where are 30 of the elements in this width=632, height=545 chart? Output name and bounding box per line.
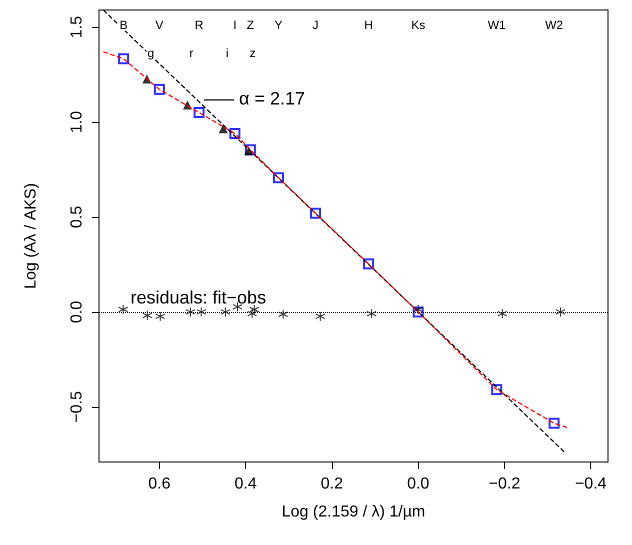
annotation: V [155, 18, 164, 32]
annotation: W1 [488, 18, 506, 32]
annotation: Ks [411, 18, 426, 32]
annotation: W2 [545, 18, 564, 32]
annotation: g [148, 46, 154, 60]
annotation: residuals: fit−obs [130, 287, 266, 308]
x-tick-label: 0.4 [234, 476, 257, 492]
x-tick-label: 0.0 [407, 476, 430, 492]
x-tick-label: −0.4 [574, 476, 607, 492]
annotation: r [189, 46, 194, 60]
y-tick-label: −0.5 [68, 391, 86, 423]
annotation: ––– α = 2.17 [204, 88, 305, 109]
annotation: B [120, 18, 128, 32]
annotation: H [364, 18, 373, 32]
y-tick-label: 1.0 [68, 110, 86, 134]
x-tick-label: −0.2 [488, 476, 520, 492]
annotation: z [250, 46, 256, 60]
annotation: J [312, 18, 319, 32]
annotation: R [194, 18, 204, 32]
x-tick-label: 0.6 [148, 476, 171, 492]
y-tick-label: 0.0 [68, 300, 86, 324]
y-axis-title: Log (Aλ / AKS) [22, 183, 40, 289]
annotation: Y [274, 18, 282, 32]
x-tick-label: 0.2 [320, 476, 344, 492]
x-axis-title: Log (2.159 / λ) 1/µm [282, 504, 426, 520]
annotation: i [226, 46, 229, 60]
annotation: I [233, 18, 237, 32]
annotation: Z [246, 18, 254, 32]
y-tick-label: 1.5 [68, 16, 86, 38]
y-tick-label: 0.5 [68, 206, 86, 228]
